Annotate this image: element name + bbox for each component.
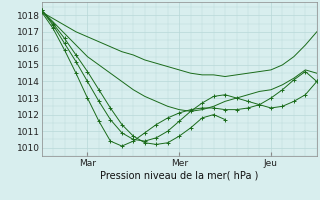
X-axis label: Pression niveau de la mer( hPa ): Pression niveau de la mer( hPa ) — [100, 171, 258, 181]
